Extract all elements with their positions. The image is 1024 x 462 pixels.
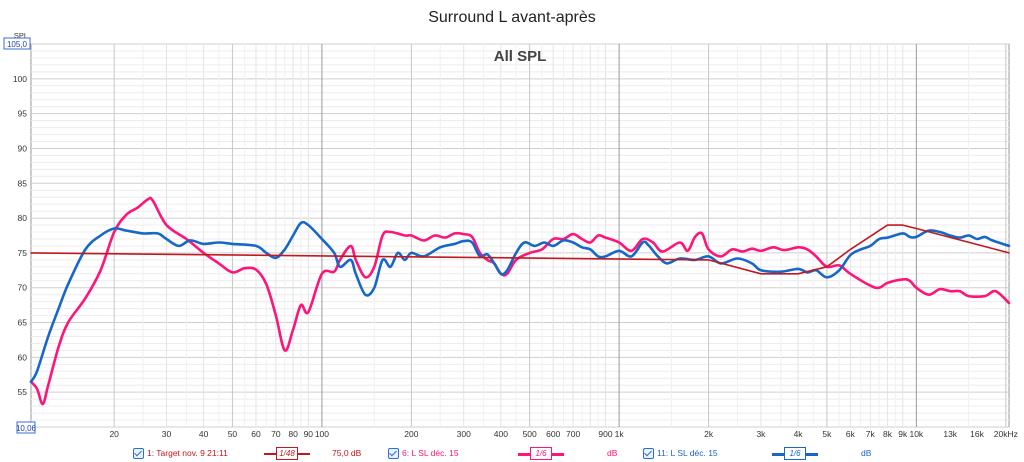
checkbox-icon[interactable] xyxy=(133,448,144,460)
xmin-box xyxy=(16,421,36,434)
x-tick-label: 100 xyxy=(315,429,329,439)
y-axis-label: SPL xyxy=(14,31,28,40)
plot-area xyxy=(30,43,1010,428)
grid xyxy=(30,43,1010,428)
y-tick-label: 85 xyxy=(18,178,28,188)
x-tick-label: 700 xyxy=(566,429,580,439)
x-tick-label: 5k xyxy=(822,429,832,439)
x-tick-label: 90 xyxy=(304,429,314,439)
legend-label-after: 11: L SL déc. 15 xyxy=(657,448,718,458)
x-tick-label: 400 xyxy=(494,429,508,439)
xmin-value: 10,06 xyxy=(16,424,37,433)
legend-item-before[interactable]: 6: L SL déc. 15 xyxy=(388,448,459,460)
x-tick-label: 13k xyxy=(943,429,957,439)
x-tick-label: 6k xyxy=(846,429,856,439)
y-tick-label: 55 xyxy=(18,387,28,397)
x-tick-label: 200 xyxy=(404,429,418,439)
legend-item-after[interactable]: 11: L SL déc. 15 xyxy=(643,448,718,460)
legend-swatch-target[interactable]: 1/48 xyxy=(264,447,310,460)
smoothing-badge-target[interactable]: 1/48 xyxy=(276,447,298,460)
legend-value-target: 75,0 dB xyxy=(332,448,362,458)
y-tick-label: 100 xyxy=(13,74,27,84)
y-tick-label: 65 xyxy=(18,318,28,328)
x-tick-label: 500 xyxy=(523,429,537,439)
x-tick-label: 8k xyxy=(883,429,893,439)
y-tick-label: 75 xyxy=(18,248,28,258)
chart-title: Surround L avant-après xyxy=(428,9,596,26)
smoothing-badge-after[interactable]: 1/6 xyxy=(784,447,806,460)
y-tick-label: 95 xyxy=(18,109,28,119)
smoothing-badge-before[interactable]: 1/6 xyxy=(530,447,552,460)
x-tick-label: 4k xyxy=(794,429,804,439)
x-tick-label: 1k xyxy=(615,429,625,439)
x-tick-label: 7k xyxy=(866,429,876,439)
y-tick-label: 80 xyxy=(18,213,28,223)
x-tick-label: 900 xyxy=(598,429,612,439)
series-layer xyxy=(29,196,1011,406)
x-tick-label: 300 xyxy=(457,429,471,439)
x-tick-label: 70 xyxy=(271,429,281,439)
legend-swatch-before[interactable]: 1/6 xyxy=(518,447,564,460)
legend-label-before: 6: L SL déc. 15 xyxy=(402,448,459,458)
x-tick-label: 60 xyxy=(251,429,261,439)
y-tick-label: 60 xyxy=(18,352,28,362)
y-tick-label: 90 xyxy=(18,143,28,153)
x-tick-label: 16k xyxy=(970,429,984,439)
x-tick-label: 30 xyxy=(162,429,172,439)
legend-label-target: 1: Target nov. 9 21:11 xyxy=(147,448,228,458)
legend-value-before: dB xyxy=(607,448,618,458)
ymax-box xyxy=(3,37,31,50)
x-tick-label: 20 xyxy=(109,429,119,439)
x-tick-label: 50 xyxy=(228,429,238,439)
x-tick-label: 80 xyxy=(288,429,298,439)
legend-value-after: dB xyxy=(861,448,872,458)
checkbox-icon[interactable] xyxy=(643,448,654,460)
x-tick-label: 20kHz xyxy=(994,429,1018,439)
ymax-value: 105,0 xyxy=(7,40,28,49)
x-tick-label: 600 xyxy=(546,429,560,439)
x-tick-label: 3k xyxy=(756,429,766,439)
chart: Surround L avant-après All SPL 20 30 40 50 6… xyxy=(3,9,1018,439)
y-tick-label: 70 xyxy=(18,283,28,293)
x-tick-label: 10k xyxy=(909,429,923,439)
checkbox-icon[interactable] xyxy=(388,448,399,460)
axis-labels: 20 30 40 50 60 70 80 90 100 200 300 400 500 600 700 900… xyxy=(3,31,1018,439)
legend: 1: Target nov. 9 21:11 1/48 75,0 dB 6: L… xyxy=(0,446,1024,462)
series-after xyxy=(29,220,1011,383)
series-before xyxy=(29,196,1011,406)
x-tick-label: 40 xyxy=(199,429,209,439)
x-tick-label: 2k xyxy=(704,429,714,439)
legend-item-target[interactable]: 1: Target nov. 9 21:11 xyxy=(133,448,228,460)
x-tick-label: 9k xyxy=(898,429,908,439)
overlay-label: All SPL xyxy=(494,48,547,65)
legend-swatch-after[interactable]: 1/6 xyxy=(772,447,818,460)
series-target xyxy=(30,224,1010,275)
